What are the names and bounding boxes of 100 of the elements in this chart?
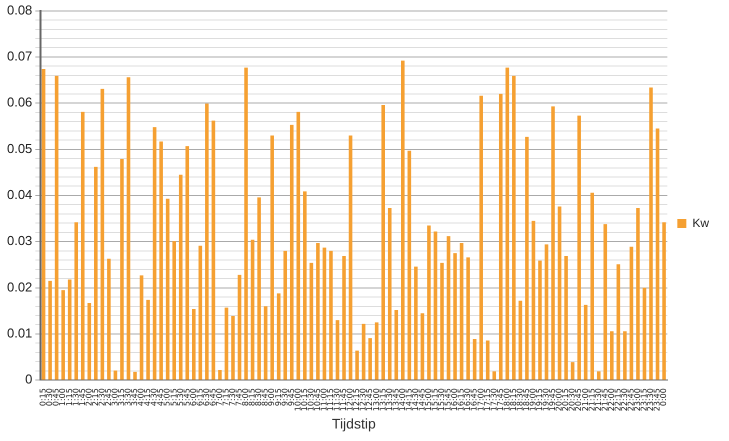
bar — [303, 191, 307, 380]
bar — [100, 88, 104, 380]
bar — [348, 135, 352, 380]
bar — [276, 293, 280, 380]
bar — [68, 280, 72, 380]
x-tick-label: 13:00 — [372, 388, 381, 412]
x-tick-label: 10:30 — [306, 388, 316, 412]
bar — [636, 208, 640, 380]
bar — [355, 350, 359, 380]
x-tick-label: 11:00 — [320, 388, 328, 412]
x-tick-label: 13:30 — [384, 388, 394, 412]
x-tick-label: 9:45 — [286, 388, 296, 406]
bar — [630, 246, 634, 380]
bar — [603, 224, 608, 380]
bar — [172, 241, 176, 380]
bar — [126, 77, 130, 380]
bar — [310, 262, 314, 380]
x-tick-label: 17:00 — [476, 388, 486, 412]
x-tick-label: 22:00 — [606, 388, 616, 412]
x-tick-label: 6:00 — [188, 388, 198, 406]
bar — [336, 320, 340, 380]
bar — [114, 370, 118, 380]
bar — [486, 340, 490, 380]
bar — [316, 243, 320, 380]
x-tick-label: 18:15 — [508, 388, 518, 412]
bar — [662, 222, 666, 380]
bar — [532, 220, 536, 380]
bar — [218, 370, 222, 380]
bar — [584, 304, 588, 380]
bar — [564, 256, 568, 380]
x-tick-label: 5:15 — [169, 388, 178, 406]
bar — [290, 124, 294, 380]
bar — [558, 206, 562, 380]
bar — [610, 331, 614, 380]
bar — [649, 87, 653, 380]
y-tick-label: 0 — [25, 372, 32, 387]
x-tick-label: 13:15 — [378, 388, 388, 412]
x-tick-label: 10:15 — [300, 388, 309, 412]
bar — [518, 300, 522, 380]
bar — [140, 275, 144, 380]
y-tick-label: 0.03 — [6, 233, 32, 248]
bar — [596, 371, 601, 380]
bar — [388, 208, 392, 380]
x-axis-title: Tijdstip — [332, 415, 376, 432]
bar — [270, 135, 274, 380]
bar — [322, 248, 326, 380]
bar — [342, 256, 346, 380]
x-tick-label: 10:00 — [293, 388, 302, 412]
x-tick-label: 14:15 — [404, 388, 414, 412]
bar — [525, 136, 529, 380]
bar — [231, 316, 235, 380]
x-tick-label: 6:15 — [195, 388, 204, 406]
x-tick-label: 14:45 — [417, 388, 426, 412]
bar — [544, 244, 548, 380]
x-tick-label: 21:45 — [600, 388, 610, 412]
bar — [159, 141, 163, 380]
y-tick-label: 0.06 — [6, 94, 32, 110]
bar — [466, 257, 470, 380]
y-tick-label: 0.04 — [6, 187, 32, 202]
bar — [166, 198, 170, 380]
bar — [198, 246, 202, 380]
x-tick-label: 1:15 — [64, 388, 74, 406]
x-tick-label: 22:15 — [613, 388, 622, 412]
x-tick-label: 18:30 — [515, 388, 524, 412]
x-tick-label: 9:30 — [280, 388, 290, 406]
bar — [401, 60, 405, 380]
bar — [374, 322, 378, 380]
x-tick-label: 5:00 — [162, 388, 172, 406]
bar — [492, 371, 496, 380]
bar — [87, 303, 92, 380]
bar — [362, 324, 366, 380]
bar — [152, 127, 156, 380]
bar — [623, 331, 627, 380]
x-tick-label: 22:30 — [620, 388, 629, 412]
bar — [42, 68, 46, 380]
x-tick-label: 14:30 — [410, 388, 420, 412]
bar — [257, 197, 261, 380]
bar — [453, 253, 457, 380]
bar — [440, 262, 444, 380]
x-tick-label: 18:00 — [502, 388, 512, 412]
bar — [48, 280, 52, 380]
bar — [427, 225, 431, 380]
bar — [394, 310, 398, 380]
bar — [133, 372, 137, 380]
bar — [656, 128, 660, 380]
bar — [446, 236, 450, 380]
x-tick-label: 5:30 — [176, 388, 185, 406]
x-tick-label: 14:00 — [398, 388, 407, 412]
x-tick-label: 1:00 — [58, 388, 68, 406]
bar — [434, 231, 438, 380]
bar — [616, 264, 620, 380]
x-tick-label: 3:00 — [110, 388, 120, 406]
y-tick-label: 0.01 — [6, 326, 32, 341]
bar — [460, 243, 464, 380]
bar — [329, 250, 333, 380]
bar — [146, 300, 150, 380]
x-tick-label: 17:45 — [496, 388, 505, 412]
bar — [368, 338, 372, 380]
bar — [205, 104, 209, 380]
bar — [479, 96, 483, 380]
